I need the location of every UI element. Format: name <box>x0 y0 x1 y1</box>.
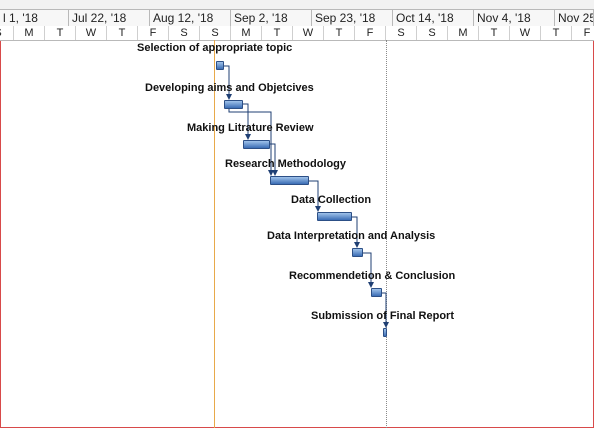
minor-tier-cell[interactable]: S <box>169 26 200 40</box>
major-tier-cell[interactable]: Sep 23, '18 <box>312 10 393 26</box>
task-label: Data Interpretation and Analysis <box>267 230 436 242</box>
task-bar[interactable] <box>371 288 382 297</box>
dependency-link <box>243 103 251 140</box>
minor-tier-cell[interactable]: M <box>231 26 262 40</box>
minor-tier-cell[interactable]: T <box>262 26 293 40</box>
minor-tier-cell[interactable]: M <box>14 26 45 40</box>
minor-tier-cell[interactable]: S <box>417 26 448 40</box>
dependency-link <box>309 180 321 212</box>
minor-tier-cell[interactable]: W <box>510 26 541 40</box>
dependency-link <box>270 143 278 176</box>
minor-tier-cell[interactable]: T <box>541 26 572 40</box>
major-tier-cell[interactable]: Sep 2, '18 <box>231 10 312 26</box>
task-bar[interactable] <box>383 328 387 337</box>
task-label: Developing aims and Objetcives <box>145 82 314 94</box>
minor-tier-cell[interactable]: F <box>572 26 594 40</box>
minor-tier-cell[interactable]: T <box>45 26 76 40</box>
major-tier-cell[interactable]: Aug 12, '18 <box>150 10 231 26</box>
task-bar[interactable] <box>216 61 224 70</box>
timescale-header: l 1, '18 Jul 22, '18 Aug 12, '18 Sep 2, … <box>0 0 594 41</box>
minor-tier-cell[interactable]: T <box>107 26 138 40</box>
task-label: Making Litrature Review <box>187 122 314 134</box>
dependency-link <box>363 252 374 288</box>
current-date-line <box>214 40 215 428</box>
timescale-minor-row: S M T W T F S S M T W T F S S M T W T F <box>0 26 594 41</box>
minor-tier-cell[interactable]: S <box>0 26 14 40</box>
minor-tier-cell[interactable]: S <box>386 26 417 40</box>
minor-tier-cell[interactable]: T <box>324 26 355 40</box>
task-bar[interactable] <box>270 176 309 185</box>
major-tier-cell[interactable]: Oct 14, '18 <box>393 10 474 26</box>
minor-tier-cell[interactable]: W <box>76 26 107 40</box>
task-bar[interactable] <box>317 212 352 221</box>
minor-tier-cell[interactable]: T <box>479 26 510 40</box>
major-tier-cell[interactable]: Nov 4, '18 <box>474 10 555 26</box>
task-label: Research Methodology <box>225 158 347 170</box>
task-label: Recommendetion & Conclusion <box>289 270 456 282</box>
status-date-line <box>386 40 387 428</box>
task-label: Selection of appropriate topic <box>137 42 293 54</box>
task-label: Data Collection <box>291 194 372 206</box>
task-bar[interactable] <box>224 100 243 109</box>
timescale-major-row: l 1, '18 Jul 22, '18 Aug 12, '18 Sep 2, … <box>0 9 594 27</box>
major-tier-cell[interactable]: l 1, '18 <box>0 10 69 26</box>
task-bar[interactable] <box>352 248 363 257</box>
task-label: Submission of Final Report <box>311 310 455 322</box>
minor-tier-cell[interactable]: W <box>293 26 324 40</box>
dependency-link <box>382 292 389 328</box>
minor-tier-cell[interactable]: M <box>448 26 479 40</box>
minor-tier-cell[interactable]: S <box>200 26 231 40</box>
minor-tier-cell[interactable]: F <box>355 26 386 40</box>
dependency-link <box>352 216 360 248</box>
minor-tier-cell[interactable]: F <box>138 26 169 40</box>
task-bar[interactable] <box>243 140 270 149</box>
dependency-link <box>224 65 232 100</box>
major-tier-cell[interactable]: Jul 22, '18 <box>69 10 150 26</box>
